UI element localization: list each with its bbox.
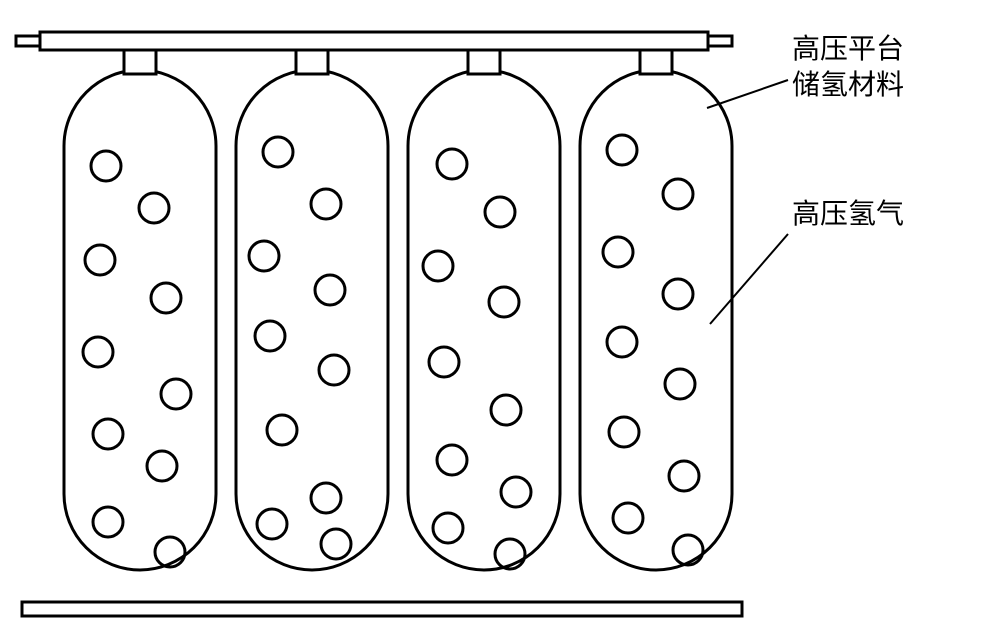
valve xyxy=(124,50,156,74)
valve xyxy=(640,50,672,74)
leader-line-material xyxy=(707,80,788,108)
cylinder xyxy=(408,70,560,570)
cylinder xyxy=(64,70,216,570)
valve xyxy=(296,50,328,74)
cylinder xyxy=(580,70,732,570)
valve xyxy=(468,50,500,74)
